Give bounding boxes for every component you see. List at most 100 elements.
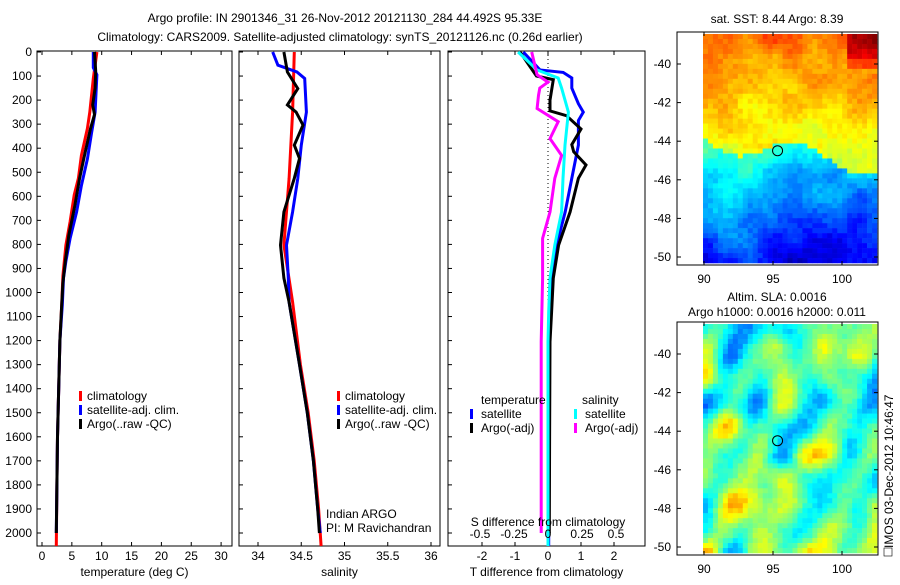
map-cell [707,34,714,40]
map-cell [847,328,853,335]
map-cell [862,333,868,340]
map-cell [832,453,838,459]
map-cell [852,203,858,209]
map-cell [837,63,843,70]
map-cell [742,213,749,219]
map-cell [777,233,783,239]
map-cell [822,113,828,119]
map-cell [782,223,788,229]
map-cell [852,213,858,219]
map-cell [767,478,773,484]
map-cell [802,528,808,534]
map-cell [847,233,853,239]
map-cell [767,468,773,474]
map-cell [837,243,843,249]
map-cell [837,168,843,174]
map-cell [703,78,709,85]
map-cell [742,83,749,90]
map-cell [792,148,798,154]
map-cell [762,108,768,114]
map-cell [852,513,858,519]
map-cell [762,53,768,60]
map-cell [792,98,798,104]
series-line-s-argo-adj- [530,51,564,533]
map-cell [832,183,838,189]
map-cell [703,443,709,449]
map-cell [757,403,763,409]
map-cell [707,38,714,45]
map-cell [817,228,823,234]
map-cell [847,198,853,204]
map-cell [757,238,763,244]
map-cell [712,88,719,95]
map-cell [852,508,858,514]
map-cell [857,233,863,239]
map-cell [707,143,714,149]
map-cell [717,128,724,134]
map-cell [717,368,724,375]
map-cell [782,438,788,444]
map-cell [802,538,808,544]
map-cell [747,383,754,390]
map-cell [782,453,788,459]
map-cell [862,463,868,469]
map-cell [812,428,818,434]
map-cell [867,493,873,499]
map-cell [742,133,749,139]
map-cell [787,398,793,404]
map-cell [762,333,768,340]
map-cell [722,438,729,444]
map-cell [782,493,788,499]
y-tick-label: 1600 [5,430,32,444]
map-cell [802,508,808,514]
map-cell [792,378,798,385]
map-cell [837,363,843,370]
map-cell [782,118,788,124]
map-cell [872,383,878,390]
map-cell [857,478,863,484]
map-cell [717,473,724,479]
map-cell [867,468,873,474]
map-cell [857,68,863,75]
map-cell [792,93,798,100]
map-cell [762,153,768,159]
map-cell [717,453,724,459]
map-cell [767,453,773,459]
map-cell [867,423,873,429]
map-cell [717,73,724,80]
map-cell [842,103,848,109]
map-cell [822,478,828,484]
map-cell [752,193,758,199]
map-cell [777,428,783,434]
map-cell [762,528,768,534]
map-cell [827,133,833,139]
map-cell [802,83,808,90]
map-cell [832,103,838,109]
map-cell [787,243,793,249]
map-cell [832,108,838,114]
map-cell [742,418,749,424]
map-cell [792,358,798,365]
map-cell [807,403,813,409]
map-cell [712,428,719,434]
map-cell [822,243,828,249]
map-cell [827,428,833,434]
map-cell [732,188,739,194]
map-cell [762,243,768,249]
map-cell [703,248,709,254]
map-cell [732,123,739,129]
map-cell [742,498,749,504]
map-cell [812,63,818,70]
map-cell [797,458,803,464]
map-cell [752,523,758,529]
map-cell [767,98,773,104]
map-cell [737,238,744,244]
map-cell [762,363,768,370]
map-cell [777,198,783,204]
map-cell [747,168,754,174]
map-cell [747,148,754,154]
map-cell [782,143,788,149]
map-cell [732,403,739,409]
map-cell [712,113,719,119]
map-cell [782,324,788,330]
